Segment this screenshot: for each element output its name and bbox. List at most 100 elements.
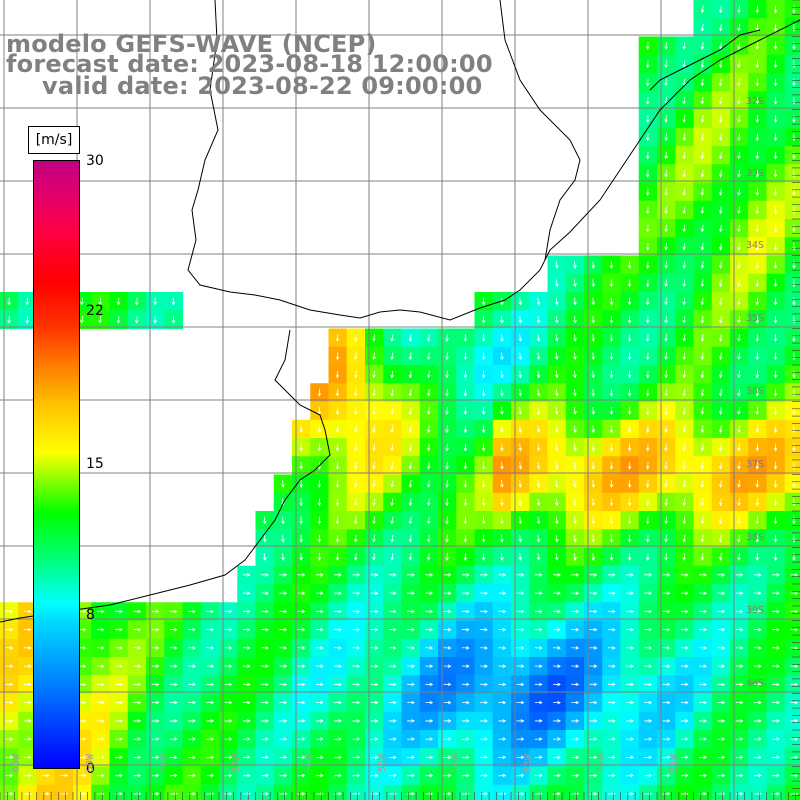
wind-arrow xyxy=(700,188,705,196)
wind-arrow xyxy=(680,773,689,778)
wind-arrow xyxy=(700,23,705,32)
wind-arrow xyxy=(390,407,394,415)
wind-arrow xyxy=(96,627,105,632)
wind-arrow xyxy=(792,5,796,14)
wind-arrow xyxy=(573,279,577,288)
wind-arrow xyxy=(755,352,760,361)
wind-arrow xyxy=(425,591,434,595)
wind-arrow xyxy=(589,664,598,668)
wind-arrow xyxy=(297,773,306,778)
wind-arrow xyxy=(753,755,762,760)
wind-arrow xyxy=(737,261,741,269)
wind-arrow xyxy=(662,573,671,577)
wind-arrow xyxy=(443,591,452,595)
wind-arrow xyxy=(372,388,376,397)
wind-arrow xyxy=(700,315,705,324)
wind-arrow xyxy=(370,664,379,668)
wind-arrow xyxy=(188,627,196,632)
wind-arrow xyxy=(792,516,796,525)
wind-arrow xyxy=(443,700,452,705)
coastline xyxy=(0,0,800,623)
lon-label-58w: 58W xyxy=(158,753,169,772)
wind-speed-cell xyxy=(784,401,800,421)
wind-arrow xyxy=(407,773,415,778)
coastline-uruguay-interior xyxy=(499,0,581,261)
wind-arrow xyxy=(518,443,523,452)
wind-arrow xyxy=(461,573,470,577)
wind-arrow xyxy=(664,461,668,470)
wind-arrow xyxy=(607,682,616,687)
wind-arrow xyxy=(682,553,687,561)
wind-arrow xyxy=(646,407,650,415)
wind-arrow xyxy=(737,242,741,251)
wind-arrow xyxy=(261,773,269,778)
wind-arrow xyxy=(589,737,598,741)
lon-label-55w: 55W xyxy=(377,753,388,772)
wind-arrow xyxy=(700,461,705,470)
wind-arrow xyxy=(753,737,762,741)
wind-arrow xyxy=(481,425,486,434)
wind-arrow xyxy=(261,700,269,705)
wind-arrow xyxy=(7,315,11,324)
wind-arrow xyxy=(335,388,340,397)
wind-arrow xyxy=(370,646,379,650)
wind-arrow xyxy=(627,534,632,543)
wind-arrow xyxy=(372,370,376,379)
wind-arrow xyxy=(224,737,233,741)
wind-arrow xyxy=(773,133,778,142)
wind-arrow xyxy=(534,737,543,741)
wind-arrow xyxy=(352,609,361,614)
wind-arrow xyxy=(755,334,760,342)
wind-arrow xyxy=(555,388,559,397)
wind-arrow xyxy=(317,480,322,488)
wind-arrow xyxy=(680,700,689,705)
wind-arrow xyxy=(682,242,687,251)
wind-speed-cell xyxy=(0,784,19,800)
wind-arrow xyxy=(334,700,342,705)
wind-arrow xyxy=(224,609,233,614)
wind-arrow xyxy=(463,461,468,470)
wind-arrow xyxy=(463,498,468,507)
wind-speed-cell xyxy=(419,784,439,800)
wind-arrow xyxy=(425,737,434,741)
wind-arrow xyxy=(735,609,744,614)
wind-speed-cell xyxy=(492,784,512,800)
wind-arrow xyxy=(555,261,559,269)
lon-label-52w: 52W xyxy=(596,753,607,772)
wind-arrow xyxy=(790,573,799,577)
wind-arrow xyxy=(735,773,744,778)
wind-arrow xyxy=(518,352,523,361)
wind-arrow xyxy=(5,664,14,668)
wind-arrow xyxy=(717,646,726,650)
wind-arrow xyxy=(445,334,449,342)
wind-arrow xyxy=(388,573,397,577)
wind-speed-cell xyxy=(109,784,129,800)
wind-arrow xyxy=(773,315,778,324)
wind-arrow xyxy=(664,315,668,324)
wind-arrow xyxy=(644,664,653,668)
wind-arrow xyxy=(115,700,123,705)
wind-arrow xyxy=(480,755,488,760)
wind-arrow xyxy=(646,443,650,452)
wind-arrow xyxy=(609,334,614,342)
wind-arrow xyxy=(772,700,780,705)
wind-arrow xyxy=(242,755,251,760)
wind-arrow xyxy=(500,443,504,452)
wind-arrow xyxy=(481,370,486,379)
wind-arrow xyxy=(792,151,796,160)
wind-arrow xyxy=(407,792,415,796)
wind-arrow xyxy=(737,42,741,50)
wind-arrow xyxy=(737,78,741,87)
wind-arrow xyxy=(115,755,123,760)
wind-arrow xyxy=(516,591,525,595)
wind-arrow xyxy=(480,627,488,632)
wind-arrow xyxy=(498,664,507,668)
wind-speed-cell xyxy=(784,182,800,202)
wind-arrow xyxy=(23,755,32,760)
wind-speed-cell xyxy=(292,784,311,800)
wind-arrow xyxy=(408,334,413,342)
wind-speed-cell xyxy=(784,365,800,384)
wind-arrow xyxy=(755,169,760,178)
wind-arrow xyxy=(591,370,596,379)
wind-arrow xyxy=(773,461,778,470)
